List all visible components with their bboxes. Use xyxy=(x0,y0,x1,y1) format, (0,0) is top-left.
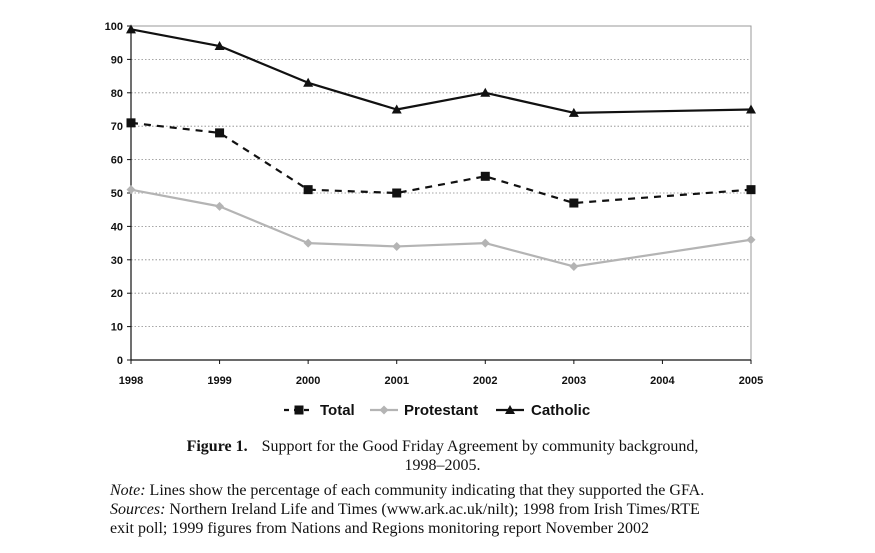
y-tick-label: 0 xyxy=(117,355,123,367)
tick-labels: 0 10 20 30 40 50 60 70 80 90 100 1998 1999 2000 2001 20… xyxy=(105,21,764,387)
chart-svg: 0 10 20 30 40 50 60 70 80 90 100 1998 1999 2000 2001 20… xyxy=(105,21,764,419)
data-point-protestant xyxy=(303,238,313,248)
data-point-protestant xyxy=(126,185,136,195)
x-tick-label: 2004 xyxy=(650,375,675,387)
y-tick-label: 30 xyxy=(111,255,123,267)
data-point-total xyxy=(215,128,225,138)
figure-caption-title: Figure 1. Support for the Good Friday Agr… xyxy=(110,437,775,475)
data-point-protestant xyxy=(392,241,402,251)
x-tick-label: 1998 xyxy=(119,375,143,387)
y-tick-label: 100 xyxy=(105,21,123,33)
y-tick-label: 40 xyxy=(111,221,123,233)
data-point-protestant xyxy=(480,238,490,248)
axes xyxy=(127,25,752,364)
legend-marker-catholic xyxy=(505,405,515,414)
data-point-total xyxy=(392,188,402,198)
series-line-catholic xyxy=(130,28,752,114)
x-tick-label: 2001 xyxy=(384,375,408,387)
y-tick-label: 10 xyxy=(111,322,123,334)
x-tick-label: 2003 xyxy=(562,375,586,387)
y-tick-label: 80 xyxy=(111,88,123,100)
note-label: Note: xyxy=(110,482,146,499)
y-tick-label: 60 xyxy=(111,155,123,167)
x-tick-label: 2000 xyxy=(296,375,320,387)
figure-title-line2: 1998–2005. xyxy=(404,457,481,474)
legend-marker-total xyxy=(294,405,304,415)
data-point-protestant xyxy=(215,201,225,211)
sources-line2: exit poll; 1999 figures from Nations and… xyxy=(110,520,650,537)
data-point-protestant xyxy=(746,235,756,245)
data-point-catholic xyxy=(214,41,225,51)
legend-marker-protestant xyxy=(379,405,389,415)
plot-frame xyxy=(130,25,752,361)
data-point-catholic xyxy=(391,104,402,114)
sources-line1: Northern Ireland Life and Times (www.ark… xyxy=(165,501,700,518)
note-text: Lines show the percentage of each commun… xyxy=(145,482,705,499)
data-point-total xyxy=(746,185,756,195)
data-point-catholic xyxy=(568,107,579,117)
data-point-protestant xyxy=(569,261,579,271)
grid-lines xyxy=(131,25,751,328)
data-point-catholic xyxy=(303,77,314,87)
legend-label-total: Total xyxy=(320,402,355,419)
legend-label-catholic: Catholic xyxy=(531,402,590,419)
figure-title-line1: Support for the Good Friday Agreement by… xyxy=(261,438,699,455)
data-point-total xyxy=(569,198,579,208)
data-point-catholic xyxy=(746,104,756,114)
data-point-catholic xyxy=(480,87,491,97)
figure-label: Figure 1. xyxy=(186,438,248,455)
y-tick-label: 20 xyxy=(111,288,123,300)
series-line-protestant xyxy=(130,188,752,268)
series-group xyxy=(126,24,756,271)
figure-caption-notes: Note: Lines show the percentage of each … xyxy=(110,481,775,538)
data-point-total xyxy=(303,185,313,195)
legend: Total Protestant Catholic xyxy=(284,402,590,419)
y-tick-label: 70 xyxy=(111,121,123,133)
data-point-catholic xyxy=(126,24,136,34)
data-point-total xyxy=(480,171,490,181)
x-tick-label: 1999 xyxy=(207,375,231,387)
sources-label: Sources: xyxy=(110,501,166,518)
y-tick-label: 50 xyxy=(111,188,123,200)
legend-label-protestant: Protestant xyxy=(404,402,478,419)
x-tick-label: 2002 xyxy=(473,375,497,387)
data-point-total xyxy=(126,118,136,128)
x-tick-label: 2005 xyxy=(739,375,763,387)
y-tick-label: 90 xyxy=(111,54,123,66)
